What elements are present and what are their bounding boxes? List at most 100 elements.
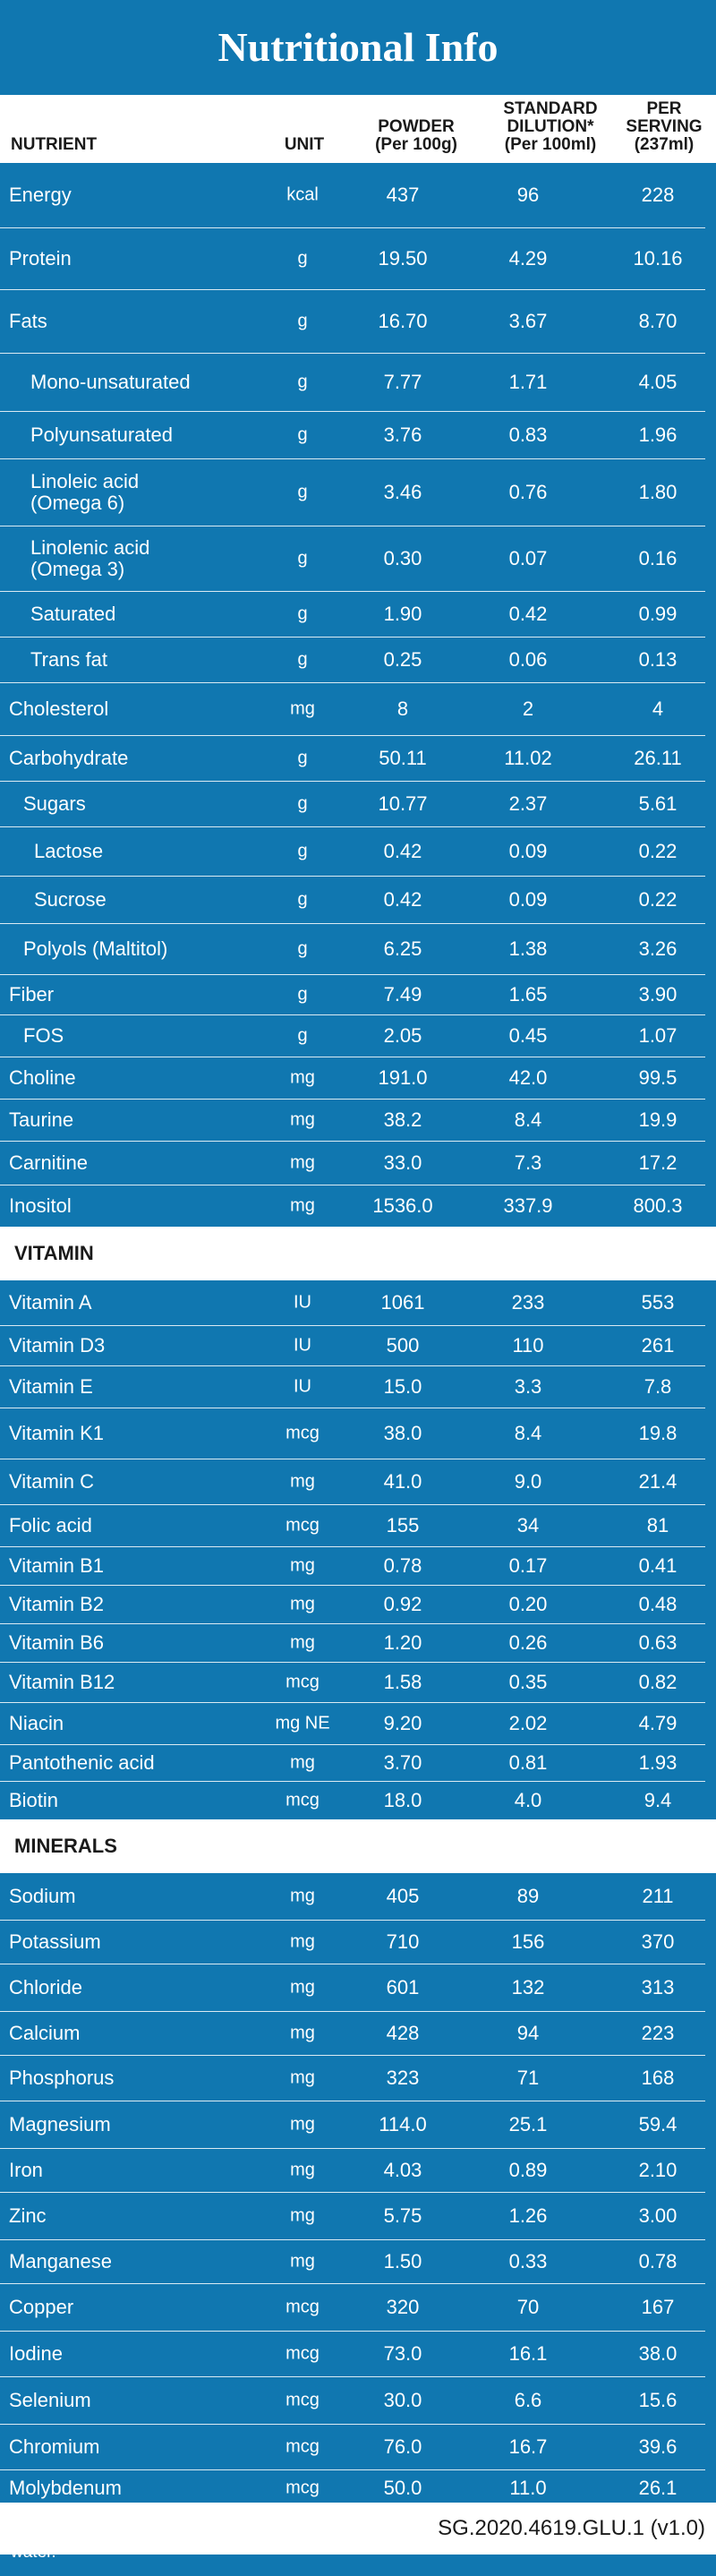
unit-cell: mg — [290, 2023, 315, 2043]
powder-value: 15.0 — [383, 1375, 422, 1398]
per-serving-value: 2.10 — [638, 2159, 678, 2181]
unit-cell: mg — [290, 2205, 315, 2226]
powder-value: 601 — [386, 1976, 420, 1998]
unit-cell: mg — [290, 1067, 315, 1088]
nutrient-name: Folic acid — [9, 1514, 92, 1536]
standard-dilution-value: 1.65 — [508, 983, 548, 1006]
powder-value: 2.05 — [383, 1024, 422, 1047]
header-unit: UNIT — [284, 135, 325, 154]
vitamins-table: Vitamin A IU 1061 233 553 Vitamin D3 IU 500 110 2… — [0, 1280, 716, 1819]
standard-dilution-value: 3.67 — [508, 310, 548, 332]
unit-cell: mcg — [286, 2478, 320, 2498]
table-row: Vitamin B1 mg 0.78 0.17 0.41 — [0, 1547, 705, 1586]
unit-cell: kcal — [286, 184, 319, 205]
per-serving-value: 0.16 — [638, 547, 678, 569]
table-row: Saturated g 1.90 0.42 0.99 — [0, 592, 705, 638]
unit-cell: mg — [290, 1109, 315, 1130]
table-row: Vitamin A IU 1061 233 553 — [0, 1280, 705, 1326]
per-serving-value: 19.8 — [638, 1422, 678, 1444]
per-serving-value: 370 — [641, 1930, 675, 1953]
unit-cell: mcg — [286, 1672, 320, 1692]
unit-cell: mcg — [286, 2436, 320, 2457]
nutrient-name: Potassium — [9, 1930, 101, 1953]
table-row: Folic acid mcg 155 34 81 — [0, 1505, 705, 1547]
nutrient-name: Pantothenic acid — [9, 1751, 155, 1774]
unit-cell: g — [297, 889, 308, 910]
unit-cell: mcg — [286, 2297, 320, 2317]
standard-dilution-value: 110 — [512, 1334, 544, 1356]
unit-cell: mcg — [286, 1790, 320, 1810]
powder-value: 0.42 — [383, 888, 422, 911]
table-row: Pantothenic acid mg 3.70 0.81 1.93 — [0, 1745, 705, 1782]
standard-dilution-value: 1.71 — [508, 371, 548, 393]
standard-dilution-value: 0.89 — [508, 2159, 548, 2181]
unit-cell: g — [297, 372, 308, 392]
nutrient-name: Calcium — [9, 2022, 81, 2044]
per-serving-value: 39.6 — [638, 2435, 678, 2458]
per-serving-value: 0.22 — [638, 888, 678, 911]
table-row: Trans fat g 0.25 0.06 0.13 — [0, 638, 705, 683]
per-serving-value: 9.4 — [644, 1789, 672, 1811]
per-serving-value: 17.2 — [638, 1151, 678, 1174]
per-serving-value: 15.6 — [638, 2389, 678, 2411]
per-serving-value: 4 — [652, 697, 664, 720]
standard-dilution-value: 0.17 — [508, 1554, 548, 1577]
nutrient-name: Vitamin A — [9, 1291, 92, 1314]
nutrient-name: Sugars — [23, 792, 86, 815]
nutrient-name: Energy — [9, 184, 72, 206]
standard-dilution-value: 2.02 — [508, 1712, 548, 1734]
table-row: Zinc mg 5.75 1.26 3.00 — [0, 2193, 705, 2240]
nutrient-name: Chloride — [9, 1976, 82, 1998]
per-serving-value: 168 — [641, 2067, 675, 2089]
powder-value: 323 — [386, 2067, 420, 2089]
table-row: Vitamin D3 IU 500 110 261 — [0, 1326, 705, 1366]
table-row: Fiber g 7.49 1.65 3.90 — [0, 975, 705, 1015]
table-row: Sucrose g 0.42 0.09 0.22 — [0, 877, 705, 924]
standard-dilution-value: 0.35 — [508, 1671, 548, 1693]
per-serving-value: 1.96 — [638, 424, 678, 446]
powder-value: 38.2 — [383, 1108, 422, 1131]
per-serving-value: 26.11 — [634, 747, 682, 769]
powder-value: 6.25 — [383, 937, 422, 960]
powder-value: 710 — [386, 1930, 420, 1953]
table-row: Vitamin B2 mg 0.92 0.20 0.48 — [0, 1586, 705, 1624]
standard-dilution-value: 94 — [516, 2022, 540, 2044]
standard-dilution-value: 0.81 — [508, 1751, 548, 1774]
powder-value: 0.42 — [383, 840, 422, 862]
standard-dilution-value: 7.3 — [514, 1151, 542, 1174]
nutrient-name: Taurine — [9, 1108, 74, 1131]
unit-cell: g — [297, 548, 308, 569]
per-serving-value: 4.79 — [638, 1712, 678, 1734]
standard-dilution-value: 70 — [516, 2296, 540, 2318]
nutrient-name: Chromium — [9, 2435, 100, 2458]
unit-cell: mg — [290, 2160, 315, 2180]
powder-value: 1.20 — [383, 1631, 422, 1654]
per-serving-value: 3.00 — [638, 2204, 678, 2227]
powder-value: 33.0 — [383, 1151, 422, 1174]
standard-dilution-value: 8.4 — [514, 1422, 542, 1444]
unit-cell: mg — [290, 1931, 315, 1952]
footer-bar: SG.2020.4619.GLU.1 (v1.0) — [0, 2503, 716, 2555]
nutrients-table: Energy kcal 437 96 228 Protein g 19.50 4.29 10.16… — [0, 163, 716, 1227]
header-per-serving: PER SERVING (237ml) — [626, 99, 703, 154]
standard-dilution-value: 0.20 — [508, 1593, 548, 1615]
table-row: Molybdenum mcg 50.0 11.0 26.1 — [0, 2470, 705, 2506]
unit-cell: IU — [294, 1376, 311, 1397]
powder-value: 10.77 — [378, 792, 428, 815]
unit-cell: mg — [290, 1555, 315, 1576]
table-row: Iron mg 4.03 0.89 2.10 — [0, 2149, 705, 2193]
nutrient-name: Fats — [9, 310, 47, 332]
standard-dilution-value: 156 — [511, 1930, 545, 1953]
standard-dilution-value: 0.09 — [508, 888, 548, 911]
document-code: SG.2020.4619.GLU.1 (v1.0) — [438, 2516, 705, 2540]
powder-value: 18.0 — [383, 1789, 422, 1811]
unit-cell: g — [297, 482, 308, 502]
powder-value: 7.77 — [383, 371, 422, 393]
unit-cell: IU — [294, 1292, 311, 1313]
per-serving-value: 1.93 — [638, 1751, 678, 1774]
powder-value: 38.0 — [383, 1422, 422, 1444]
table-row: Inositol mg 1536.0 337.9 800.3 — [0, 1185, 705, 1227]
nutrient-name: Copper — [9, 2296, 74, 2318]
nutrient-name: Linoleic acid (Omega 6) — [30, 470, 140, 514]
powder-value: 73.0 — [383, 2342, 422, 2365]
